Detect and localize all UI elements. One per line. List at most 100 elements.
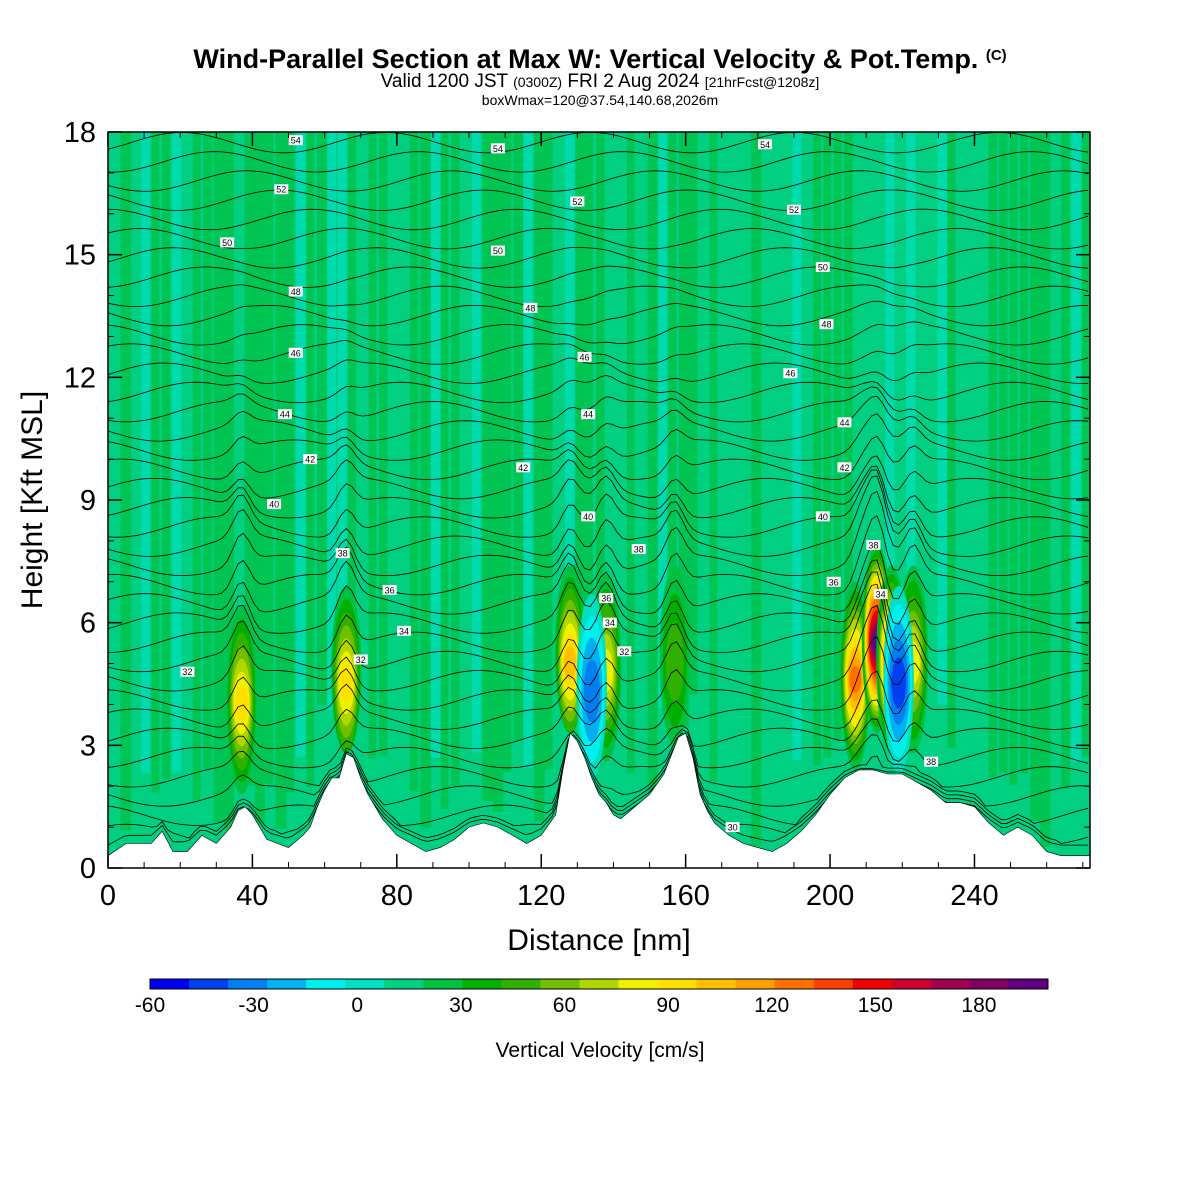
isentrope-line (108, 670, 1089, 730)
isentrope-label: 32 (356, 655, 366, 665)
isentrope-line (108, 475, 1089, 557)
isentrope-label: 34 (876, 590, 886, 600)
colorbar: -60 -30 0 30 60 90 120 150 180 Vertical Velocity … (135, 978, 1049, 1062)
x-axis-label: Distance [nm] (507, 924, 690, 957)
weak-motion-streak (751, 132, 762, 846)
isentrope-label: 54 (760, 140, 770, 150)
weak-motion-streak (1019, 132, 1029, 774)
isentrope-label-box (335, 548, 350, 559)
weak-motion-streak (275, 132, 287, 829)
colorbar-swatch (618, 979, 658, 989)
isentrope-label: 46 (580, 352, 590, 362)
colorbar-label: Vertical Velocity [cm/s] (496, 1039, 705, 1062)
isentrope-label-box (924, 756, 939, 767)
colorbar-swatch (501, 979, 541, 989)
isentrope-label: 34 (399, 626, 409, 636)
isentrope-label-box (288, 135, 303, 146)
terrain-profile (107, 732, 1091, 869)
isentrope-label: 54 (291, 136, 301, 146)
isentrope-line (108, 583, 1089, 673)
isentrope-label: 42 (518, 463, 528, 473)
isentrope-label: 42 (305, 455, 315, 465)
isentrope-label-box (725, 822, 740, 833)
isentrope-label-box (490, 143, 505, 154)
weak-motion-streak (430, 132, 441, 758)
weak-motion-streak (823, 132, 832, 758)
isentrope-line (108, 340, 1089, 365)
weak-motion-streak (203, 132, 212, 770)
valid-date: FRI 2 Aug 2024 (567, 71, 700, 92)
colorbar-swatch (813, 979, 854, 989)
isentrope-line (108, 284, 1089, 308)
weak-motion-streak (709, 132, 718, 781)
isentrope-line (108, 227, 1089, 250)
isentrope-label: 50 (493, 246, 503, 256)
updraft-core (235, 684, 249, 723)
isentrope-line (108, 321, 1089, 346)
isentrope-line (108, 413, 1089, 461)
downdraft-core (583, 659, 600, 723)
weak-motion-streak (327, 132, 337, 711)
isentrope-line (108, 189, 1089, 211)
isentrope-label: 32 (182, 667, 192, 677)
isentrope-label-box (523, 302, 538, 313)
isentrope-label-box (303, 454, 318, 465)
updraft-core (849, 665, 862, 693)
isentrope-line (108, 435, 1089, 481)
colorbar-swatch (657, 979, 698, 989)
isentrope-line (108, 357, 1089, 384)
y-axis-label: Height [Kft MSL] (16, 391, 49, 609)
weak-motion-streak (316, 132, 327, 705)
weak-motion-streak (451, 132, 460, 787)
isentrope-line (108, 265, 1089, 288)
isentrope-label-box (617, 646, 632, 657)
isentrope-label-box (873, 589, 888, 600)
weak-motion-streak (544, 132, 553, 770)
weak-motion-streak (337, 132, 347, 690)
weak-motion-streak (1081, 132, 1090, 757)
isentrope-label: 36 (385, 585, 395, 595)
isentrope-line (108, 605, 1089, 692)
y-tick-label: 3 (80, 730, 96, 762)
isentrope-label: 44 (839, 418, 849, 428)
isentrope-label-box (631, 544, 646, 555)
isentrope-label-box (267, 499, 282, 510)
isentrope-label: 52 (276, 185, 286, 195)
isentrope-label-box (837, 462, 852, 473)
isentrope-label: 40 (269, 500, 279, 510)
isentrope-label-box (819, 319, 834, 330)
isentrope-label: 50 (222, 238, 232, 248)
isentrope-label-box (783, 368, 798, 379)
isentrope-line (108, 455, 1089, 500)
weak-motion-streak (285, 132, 295, 793)
downdraft-core (891, 657, 906, 709)
colorbar-swatch (462, 979, 502, 989)
isentrope-line (108, 732, 1089, 788)
weak-motion-streak (937, 132, 947, 705)
weak-motion-streak (265, 132, 274, 784)
weak-motion-streak (1009, 132, 1018, 785)
isentrope-line (108, 469, 1089, 538)
colorbar-tick-label: 0 (351, 994, 363, 1017)
isentrope-line (108, 515, 1089, 596)
isentrope-label-box (786, 204, 801, 215)
weak-motion-streak (347, 132, 357, 703)
colorbar-tick-label: 120 (754, 994, 789, 1017)
isentrope-label: 48 (291, 287, 301, 297)
y-tick-label: 12 (64, 362, 96, 394)
weak-motion-streak (1030, 132, 1041, 821)
colorbar-swatch (696, 979, 737, 989)
weak-motion-streak (564, 132, 575, 656)
isentrope-label: 34 (605, 618, 615, 628)
weak-motion-streak (792, 132, 802, 761)
isentrope-label: 52 (789, 205, 799, 215)
isentrope-label: 50 (818, 262, 828, 272)
colorbar-frame (149, 978, 1049, 990)
isentrope-line (108, 395, 1089, 442)
y-tick-label: 15 (64, 240, 96, 272)
weak-motion-streak (596, 132, 605, 730)
isentrope-label-box (220, 237, 235, 248)
colorbar-tick-label: 90 (656, 994, 679, 1017)
weak-motion-streak (161, 132, 171, 779)
isentrope-line (108, 559, 1089, 634)
